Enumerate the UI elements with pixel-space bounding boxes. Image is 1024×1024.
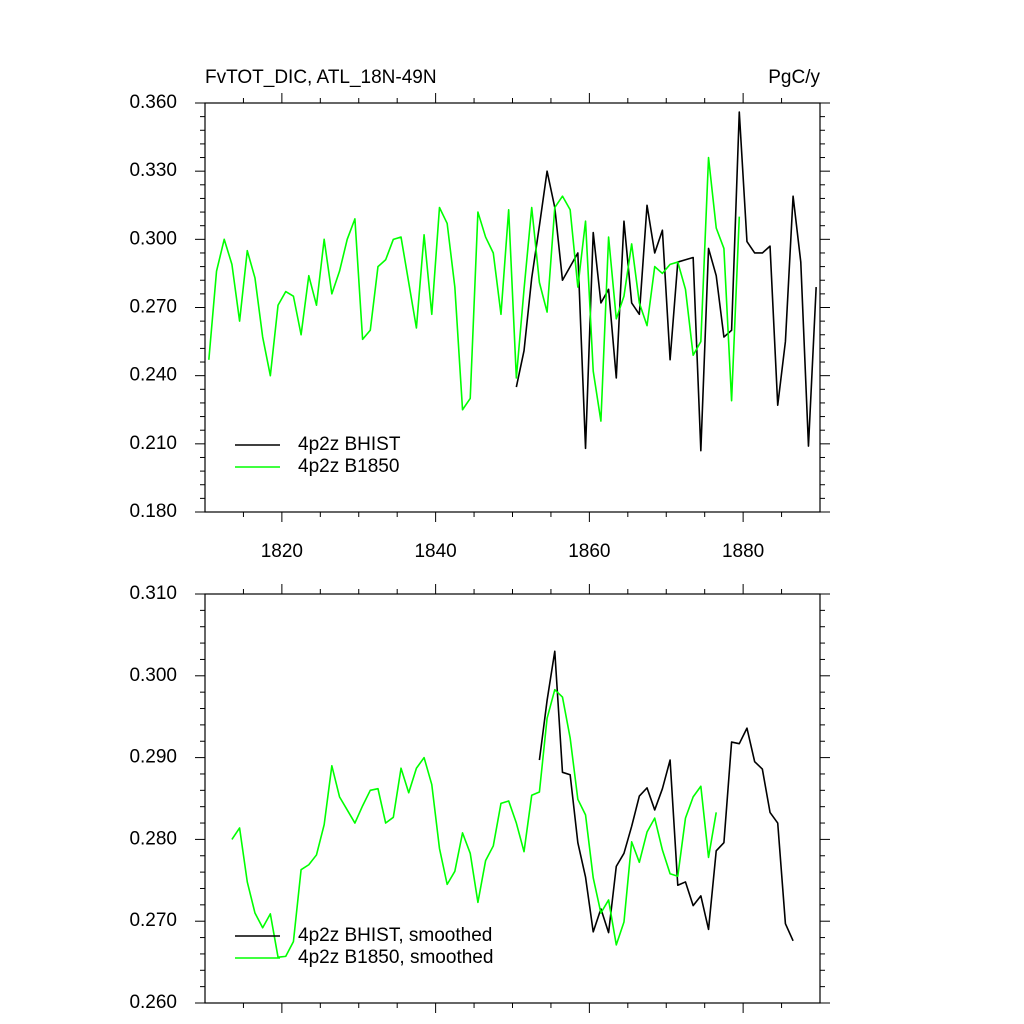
x-tick-label: 1860 xyxy=(568,541,610,562)
y-tick-label: 0.300 xyxy=(129,665,177,686)
legend-label: 4p2z BHIST xyxy=(298,434,401,455)
legend-label: 4p2z B1850 xyxy=(298,456,399,477)
y-tick-label: 0.270 xyxy=(129,910,177,931)
y-tick-label: 0.290 xyxy=(129,747,177,768)
y-tick-label: 0.180 xyxy=(129,501,177,522)
series-line xyxy=(515,111,817,452)
x-tick-label: 1840 xyxy=(414,541,456,562)
y-tick-label: 0.280 xyxy=(129,828,177,849)
series-line xyxy=(208,156,741,422)
y-tick-label: 0.310 xyxy=(129,583,177,604)
legend-label: 4p2z BHIST, smoothed xyxy=(298,925,492,946)
y-tick-label: 0.360 xyxy=(129,92,177,113)
series-line xyxy=(231,688,718,958)
y-tick-label: 0.330 xyxy=(129,160,177,181)
x-tick-label: 1880 xyxy=(722,541,764,562)
x-tick-label: 1820 xyxy=(261,541,303,562)
series-line xyxy=(538,650,794,942)
legend-label: 4p2z B1850, smoothed xyxy=(298,947,493,968)
y-tick-label: 0.300 xyxy=(129,228,177,249)
units-label: PgC/y xyxy=(768,67,820,88)
y-tick-label: 0.260 xyxy=(129,992,177,1013)
y-tick-label: 0.210 xyxy=(129,433,177,454)
y-tick-label: 0.240 xyxy=(129,365,177,386)
chart-title: FvTOT_DIC, ATL_18N-49N xyxy=(205,67,437,88)
y-tick-label: 0.270 xyxy=(129,297,177,318)
